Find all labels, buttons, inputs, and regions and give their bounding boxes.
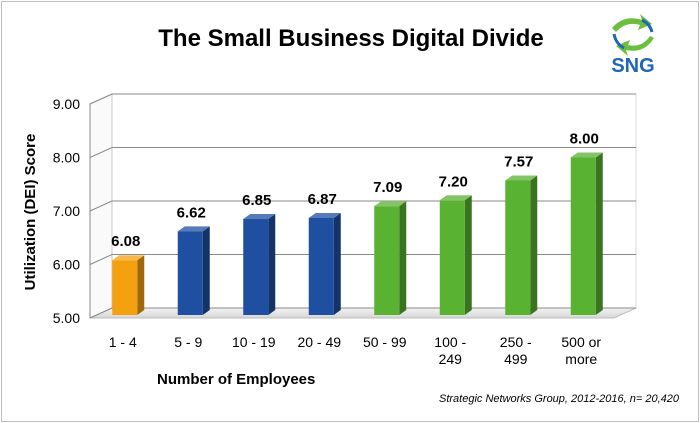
bar-side — [333, 212, 341, 315]
bar-top — [439, 195, 472, 201]
x-tick-label: 250 - — [500, 334, 532, 350]
bar-front — [439, 200, 465, 315]
bar-side — [464, 195, 472, 315]
bar-front — [374, 206, 400, 315]
logo-text: SNG — [611, 55, 654, 77]
bar — [177, 226, 210, 315]
y-tick-label: 5.00 — [53, 310, 80, 326]
bar-top — [505, 175, 538, 181]
y-axis-title: Utilization (DEI) Score — [22, 134, 39, 291]
data-label: 8.00 — [570, 131, 599, 148]
sng-logo: SNG — [611, 14, 655, 77]
x-tick-label: 1 - 4 — [109, 334, 137, 350]
data-label: 6.85 — [242, 192, 271, 209]
y-tick-label: 6.00 — [53, 257, 80, 273]
bar — [374, 201, 407, 315]
source-note: Strategic Networks Group, 2012-2016, n= … — [439, 393, 680, 405]
bar-side — [137, 255, 145, 315]
bar — [570, 152, 603, 315]
bar — [112, 255, 145, 315]
data-label: 6.87 — [308, 191, 337, 208]
bar-side — [202, 226, 210, 315]
bar-side — [595, 152, 603, 315]
data-label: 7.20 — [439, 173, 468, 190]
bar-top — [570, 152, 603, 158]
x-tick-label: more — [565, 351, 597, 367]
bar — [439, 195, 472, 315]
y-tick-label: 7.00 — [53, 203, 80, 219]
x-tick-label: 100 - — [434, 334, 466, 350]
bar-front — [570, 157, 596, 315]
bar-side — [268, 214, 276, 315]
bar-front — [308, 217, 334, 315]
bar-front — [112, 260, 138, 315]
bar-side — [399, 201, 407, 315]
bar — [505, 175, 538, 315]
bar-top — [374, 201, 407, 207]
data-label: 7.09 — [373, 179, 402, 196]
floor — [89, 307, 637, 319]
x-tick-label: 249 — [439, 351, 463, 367]
bar-side — [530, 175, 538, 315]
bar-top — [308, 212, 341, 218]
data-label: 6.62 — [177, 204, 206, 221]
bar-front — [177, 231, 203, 315]
data-label: 6.08 — [111, 233, 140, 250]
y-tick-label: 8.00 — [53, 150, 80, 166]
x-tick-label: 20 - 49 — [297, 334, 341, 350]
bar-front — [243, 219, 269, 315]
gridline — [89, 147, 636, 158]
x-tick-label: 5 - 9 — [174, 334, 202, 350]
x-tick-label: 500 or — [561, 334, 601, 350]
bar-top — [112, 255, 145, 261]
y-tick-label: 9.00 — [53, 96, 80, 112]
bar — [308, 212, 341, 315]
data-label: 7.57 — [504, 154, 533, 171]
x-tick-label: 10 - 19 — [232, 334, 276, 350]
bar-top — [177, 226, 210, 232]
bar — [243, 214, 276, 315]
chart-title: The Small Business Digital Divide — [158, 25, 543, 52]
x-tick-label: 50 - 99 — [363, 334, 407, 350]
x-tick-label: 499 — [504, 351, 528, 367]
gridline — [89, 93, 636, 105]
recycle-arrows-icon — [612, 14, 654, 56]
bar-front — [505, 180, 531, 315]
x-axis-title: Number of Employees — [157, 371, 315, 388]
bar-top — [243, 214, 276, 220]
plot-area: 5.00 6.00 7.00 8.00 9.00 6.08 1 - 4 6.62 5 - 9 6.… — [53, 93, 637, 367]
